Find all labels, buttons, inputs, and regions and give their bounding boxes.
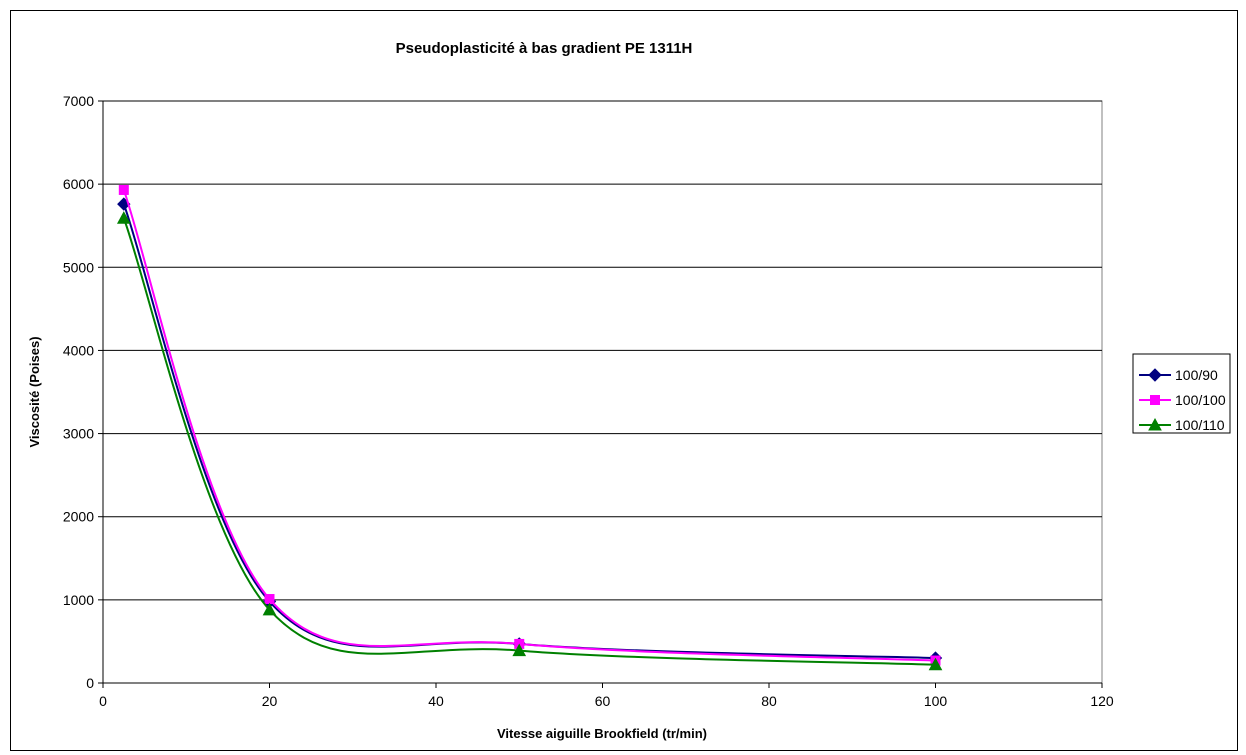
plot-area <box>102 100 1103 684</box>
legend-label: 100/100 <box>1175 392 1226 408</box>
gridlines <box>103 100 1102 601</box>
y-tick-label: 5000 <box>63 259 94 275</box>
y-tick-label: 0 <box>86 675 94 691</box>
legend-item: 100/90 <box>1139 367 1218 383</box>
y-tick-label: 1000 <box>63 592 94 608</box>
y-tick-label: 7000 <box>63 93 94 109</box>
data-point <box>262 602 277 616</box>
legend-label: 100/110 <box>1175 417 1225 433</box>
series <box>116 184 943 671</box>
data-point <box>118 184 129 195</box>
legend-item: 100/110 <box>1139 417 1225 433</box>
x-tick-label: 40 <box>428 693 444 709</box>
y-axis-label: Viscosité (Poises) <box>27 336 42 447</box>
x-axis-label: Vitesse aiguille Brookfield (tr/min) <box>497 726 707 741</box>
legend-marker <box>1150 395 1160 405</box>
data-point <box>928 657 943 671</box>
data-point <box>512 643 527 657</box>
data-point <box>264 594 275 605</box>
x-tick-label: 80 <box>761 693 777 709</box>
y-tick-label: 3000 <box>63 426 94 442</box>
legend-box <box>1132 353 1231 434</box>
legend-label: 100/90 <box>1175 367 1218 383</box>
legend-item: 100/100 <box>1139 392 1226 408</box>
chart-svg: Pseudoplasticité à bas gradient PE 1311H… <box>27 40 1231 741</box>
legend: 100/90 100/100 100/110 <box>1132 353 1231 434</box>
legend-marker <box>1148 368 1162 382</box>
y-tick-label: 6000 <box>63 176 94 192</box>
chart-title: Pseudoplasticité à bas gradient PE 1311H <box>396 40 693 57</box>
x-tick-label: 60 <box>595 693 611 709</box>
x-tick-label: 120 <box>1090 693 1114 709</box>
x-tick-label: 20 <box>262 693 278 709</box>
x-tick-label: 100 <box>924 693 948 709</box>
y-tick-label: 2000 <box>63 509 94 525</box>
legend-marker <box>1148 417 1162 431</box>
data-point <box>116 211 131 224</box>
series-2 <box>116 211 943 671</box>
axes: 0 1000 2000 3000 4000 5000 6000 7000 0 20 40 60 80 10… <box>63 93 1114 709</box>
y-tick-label: 4000 <box>63 342 94 358</box>
x-tick-label: 0 <box>99 693 107 709</box>
series-line <box>122 189 936 662</box>
chart-frame: Pseudoplasticité à bas gradient PE 1311H… <box>10 10 1238 751</box>
series-line <box>122 217 936 666</box>
